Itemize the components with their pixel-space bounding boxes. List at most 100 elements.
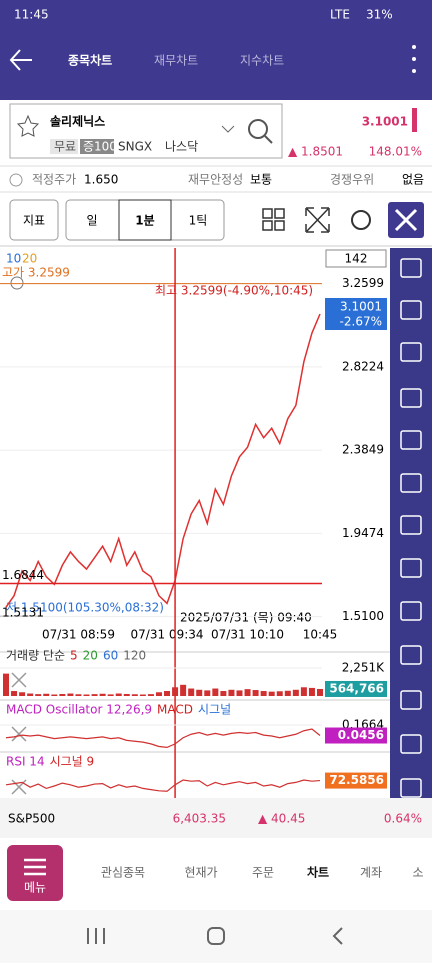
- zoom-icon[interactable]: [10, 276, 24, 290]
- volume-bar: [27, 693, 34, 696]
- tools-icon: [394, 208, 418, 232]
- nav-item[interactable]: 소: [412, 866, 423, 880]
- volume-bar: [300, 687, 307, 696]
- side-tool[interactable]: [400, 778, 422, 798]
- side-tool[interactable]: [400, 342, 422, 362]
- nav-item[interactable]: 현재가: [184, 866, 217, 880]
- count-text: 142: [345, 252, 368, 266]
- side-tool[interactable]: [400, 601, 422, 621]
- info-label: 적정주가: [32, 173, 76, 187]
- side-tool[interactable]: [400, 258, 422, 278]
- side-tool[interactable]: [400, 430, 422, 450]
- side-tool[interactable]: [400, 734, 422, 754]
- dropdown[interactable]: [221, 125, 235, 133]
- recent-apps[interactable]: [87, 928, 105, 944]
- index-name: S&P500: [8, 812, 55, 826]
- volume-bar: [131, 694, 138, 696]
- side-icons: [400, 258, 422, 798]
- indicator-label: 지표: [23, 214, 45, 228]
- volume-bar: [107, 694, 114, 696]
- info-value: 없음: [402, 173, 424, 187]
- volume-bar: [172, 687, 179, 696]
- volume-bar: [147, 694, 154, 696]
- side-tool[interactable]: [400, 645, 422, 665]
- rsi-line: [5, 779, 321, 792]
- panel-title: RSI 14: [6, 755, 45, 769]
- side-tool[interactable]: [400, 473, 422, 493]
- period-button[interactable]: 1틱: [189, 214, 208, 228]
- search-icon[interactable]: [248, 119, 268, 139]
- volume-bar: [35, 694, 42, 696]
- max-note: 최고 3.2599(-4.90%,10:45): [155, 284, 313, 298]
- panel-title: 시그널: [198, 703, 231, 717]
- tab[interactable]: 재무차트: [154, 54, 198, 68]
- macd-line: [5, 728, 321, 748]
- volume-bar: [317, 688, 323, 696]
- price-bar: [412, 108, 417, 132]
- last-tag-value: 0.0456: [338, 728, 384, 742]
- help-icon[interactable]: [9, 173, 23, 187]
- last-tag: [325, 727, 387, 744]
- nav-item[interactable]: 계좌: [360, 866, 382, 880]
- side-tool[interactable]: [400, 558, 422, 578]
- home-button[interactable]: [207, 927, 225, 945]
- volume-bar: [252, 690, 259, 696]
- back-button[interactable]: [9, 49, 32, 71]
- period-active: [118, 199, 172, 241]
- period-button[interactable]: 일: [86, 214, 97, 228]
- last-tag-value: 564,766: [329, 681, 384, 695]
- menu-icon: [24, 858, 46, 876]
- price-tag: [325, 297, 387, 330]
- side-tool[interactable]: [400, 388, 422, 408]
- volume-bar: [83, 694, 90, 696]
- last-tag-value: 72.5856: [329, 773, 384, 787]
- y-tick-label: 2,251K: [342, 661, 385, 675]
- info-label: 경쟁우위: [330, 173, 374, 187]
- side-tool[interactable]: [400, 690, 422, 710]
- nav-item[interactable]: 주문: [252, 866, 274, 880]
- volume-bar: [75, 694, 82, 696]
- last-tag: [325, 680, 387, 697]
- y-tick-label: 1.9474: [342, 526, 384, 540]
- price-tag-value: 3.1001: [340, 299, 382, 313]
- volume-bar: [260, 691, 267, 696]
- volume-bar: [67, 693, 74, 696]
- volume-bar: [59, 694, 66, 696]
- x-tick-label: 07/31 08:59: [42, 628, 115, 642]
- layout-icon[interactable]: [262, 208, 285, 231]
- stock-name: 솔리제닉스: [50, 114, 105, 129]
- volume-bar: [3, 673, 9, 696]
- side-tool[interactable]: [400, 515, 422, 535]
- panel-title: 시그널 9: [50, 755, 95, 769]
- market: 나스닥: [165, 140, 198, 154]
- nav-item[interactable]: 관심종목: [101, 866, 145, 880]
- count-box[interactable]: [325, 249, 387, 268]
- favorite-star[interactable]: [16, 114, 40, 137]
- volume-bar: [51, 694, 58, 696]
- panel-title: 120: [123, 649, 146, 663]
- y-tick-label: 3.2599: [342, 276, 384, 290]
- price-tag-change: -2.67%: [340, 314, 382, 328]
- side-toolbar: [390, 248, 432, 798]
- last-tag: [325, 772, 387, 789]
- stock-box[interactable]: [9, 103, 283, 159]
- tab[interactable]: 지수차트: [240, 54, 284, 68]
- x-icons[interactable]: [11, 672, 27, 795]
- badge: 증100: [83, 140, 117, 154]
- index-change: ▲ 40.45: [258, 812, 305, 826]
- period-button[interactable]: 1분: [135, 214, 154, 228]
- volume-bar: [19, 692, 26, 696]
- indicator-button[interactable]: [9, 199, 59, 241]
- nav-item[interactable]: 차트: [307, 865, 329, 880]
- side-tool[interactable]: [400, 300, 422, 320]
- settings-icon[interactable]: [351, 210, 371, 230]
- search-icon: [264, 135, 273, 144]
- header-bg: [0, 0, 432, 100]
- tab-active[interactable]: 종목차트: [68, 53, 112, 68]
- expand-icon[interactable]: [305, 207, 330, 233]
- more-menu[interactable]: [412, 45, 416, 73]
- system-nav: [0, 910, 432, 963]
- back-nav[interactable]: [332, 927, 343, 945]
- volume-bar: [236, 690, 243, 696]
